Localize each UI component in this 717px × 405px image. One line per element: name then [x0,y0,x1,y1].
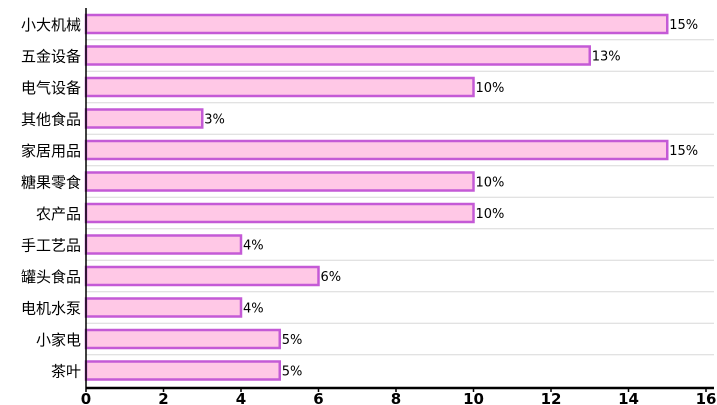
category-label: 手工艺品 [21,237,81,255]
category-label: 农产品 [36,205,81,223]
category-label: 小家电 [36,331,81,349]
category-label: 家居用品 [21,142,81,160]
bar [84,202,475,224]
category-label: 电气设备 [21,79,81,97]
bar [84,328,281,350]
bar [84,45,591,66]
bar [84,297,243,318]
x-tick-label: 14 [618,390,639,405]
bar [84,13,669,35]
category-label: 茶叶 [51,363,81,381]
value-label: 10% [476,176,505,191]
x-tick-label: 10 [463,390,484,405]
bar [84,234,243,255]
value-label: 5% [282,365,303,380]
value-label: 6% [321,270,342,285]
value-label: 4% [243,239,264,254]
x-tick-label: 2 [158,390,168,405]
bar [84,265,320,287]
bar [84,171,475,192]
value-label: 15% [669,144,698,159]
category-label: 罐头食品 [21,268,81,286]
bar [84,139,669,161]
value-label: 13% [592,50,621,65]
value-label: 4% [243,302,264,317]
x-tick-label: 16 [696,390,717,405]
category-label: 糖果零食 [21,174,81,192]
value-label: 15% [669,18,698,33]
value-label: 3% [204,113,225,128]
x-tick-label: 0 [81,390,91,405]
value-label: 10% [476,81,505,96]
bar [84,108,204,129]
x-tick-label: 4 [236,390,246,405]
bar [84,76,475,98]
x-tick-label: 12 [541,390,562,405]
x-tick-label: 8 [391,390,401,405]
category-label: 其他食品 [21,111,81,129]
category-label: 小大机械 [21,16,81,34]
category-label: 五金设备 [21,48,81,66]
value-label: 5% [282,333,303,348]
category-label: 电机水泵 [21,300,81,318]
bar [84,360,281,381]
x-tick-label: 6 [313,390,323,405]
value-label: 10% [476,207,505,222]
